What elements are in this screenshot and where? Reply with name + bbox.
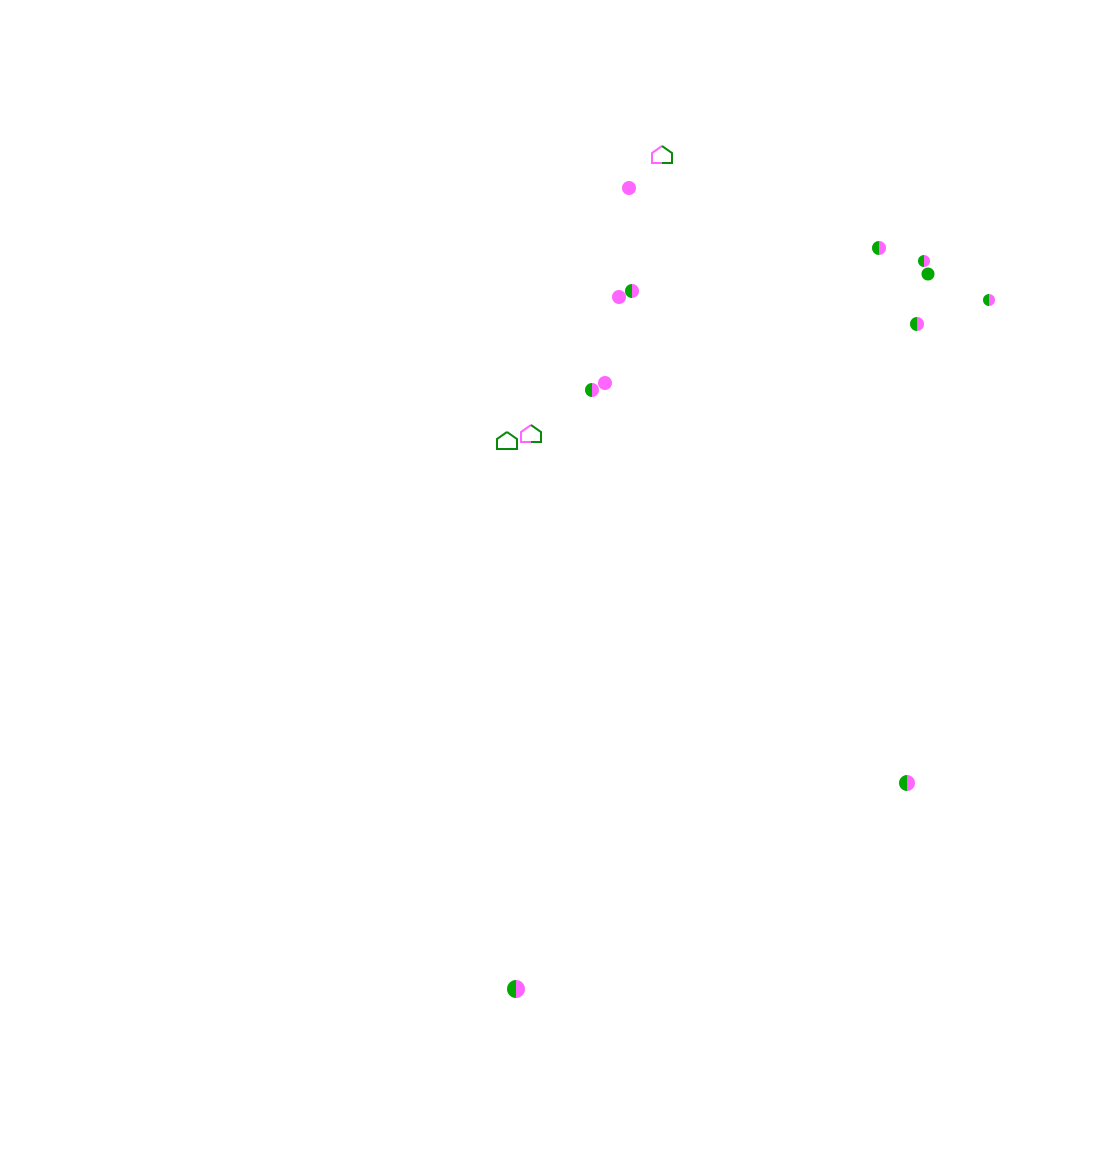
map-marker-circle[interactable] [872,241,886,255]
map-marker-circle[interactable] [622,181,636,195]
map-marker-circle[interactable] [918,255,930,267]
map-marker-circle[interactable] [612,290,626,304]
map-marker-house-icon[interactable] [520,424,542,443]
map-marker-circle[interactable] [598,376,612,390]
map-marker-house-icon[interactable] [496,431,518,450]
map-marker-house-icon[interactable] [651,145,673,164]
map-marker-circle[interactable] [507,980,525,998]
map-marker-circle[interactable] [921,267,935,281]
map-marker-circle[interactable] [899,775,915,791]
map-marker-circle[interactable] [625,284,639,298]
map-marker-circle[interactable] [983,294,995,306]
map-marker-circle[interactable] [585,383,599,397]
map-marker-circle[interactable] [910,317,924,331]
